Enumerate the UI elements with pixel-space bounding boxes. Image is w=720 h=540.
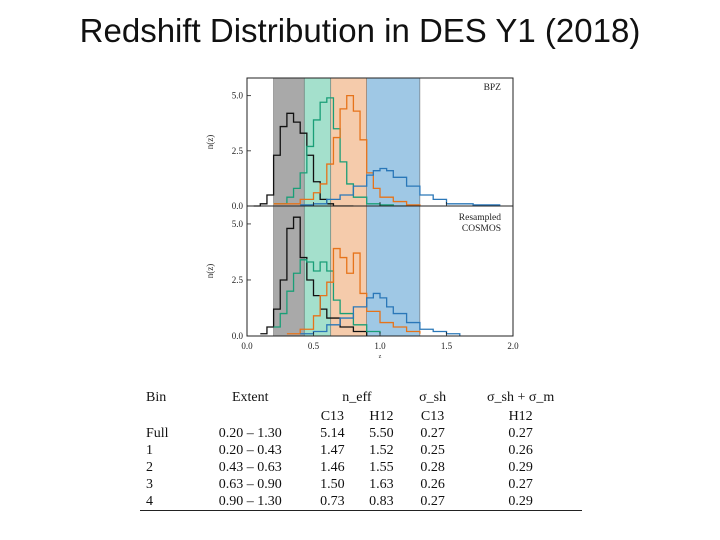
subheader-h12: H12 <box>369 408 394 424</box>
cell-sigma-c13: 0.28 <box>420 459 445 475</box>
series-line-bin-1 <box>253 112 354 207</box>
cell-neff-c13: 1.47 <box>320 442 345 458</box>
x-tick-label: 1.5 <box>441 341 453 351</box>
table-row: 3 0.63 – 0.90 1.50 1.63 0.26 0.27 <box>140 476 582 493</box>
header-sigma-sh: σ_sh <box>419 390 447 405</box>
header-neff: n_eff <box>342 390 372 405</box>
cell-bin: 3 <box>146 476 153 492</box>
bin-band-3 <box>330 206 367 336</box>
bin-band-1 <box>273 78 305 206</box>
cell-sigma-h12: 0.27 <box>508 476 533 492</box>
y-tick-label: 2.5 <box>232 146 244 156</box>
x-axis-label: z <box>379 354 382 360</box>
cell-extent: 0.20 – 0.43 <box>218 442 282 458</box>
cell-bin: 2 <box>146 459 153 475</box>
y-tick-label: 0.0 <box>232 331 244 341</box>
slide-title: Redshift Distribution in DES Y1 (2018) <box>79 12 641 49</box>
subheader-empty <box>140 408 193 425</box>
cell-sigma-c13: 0.25 <box>420 442 445 458</box>
cell-bin: 4 <box>140 493 193 511</box>
x-tick-label: 1.0 <box>374 341 386 351</box>
cell-neff-c13: 0.73 <box>307 493 357 511</box>
y-axis-label: n(z) <box>205 135 215 150</box>
x-tick-label: 2.0 <box>507 341 519 351</box>
bin-band-4 <box>366 78 420 206</box>
y-axis-label: n(z) <box>205 264 215 279</box>
cell-neff-h12: 1.52 <box>369 442 394 458</box>
table-header-row: Bin Extent n_eff σ_sh σ_sh + σ_m <box>140 388 582 408</box>
series-line-bin-3 <box>273 95 421 206</box>
subheader-h12: H12 <box>508 408 533 424</box>
cell-neff-h12: 0.83 <box>356 493 406 511</box>
redshift-figure: 0.0 2.5 5.0 n(z) BPZ 0.0 2.5 5.0 0.0 0.5 1.0 1.5 2.… <box>205 77 519 360</box>
bin-band-3 <box>330 78 367 206</box>
table-row: 2 0.43 – 0.63 1.46 1.55 0.28 0.29 <box>140 459 582 476</box>
series-line-bin-2 <box>273 259 381 334</box>
cell-sigma-h12: 0.29 <box>459 493 582 511</box>
cell-sigma-c13: 0.27 <box>420 425 445 441</box>
y-tick-label: 0.0 <box>232 201 244 211</box>
cell-neff-h12: 1.63 <box>369 476 394 492</box>
cell-sigma-h12: 0.26 <box>508 442 533 458</box>
cell-extent: 0.43 – 0.63 <box>218 459 282 475</box>
subheader-c13: C13 <box>320 408 345 424</box>
neff-sigma-table: Bin Extent n_eff σ_sh σ_sh + σ_m C13 H12… <box>140 388 582 511</box>
cell-neff-h12: 1.55 <box>369 459 394 475</box>
y-tick-label: 5.0 <box>232 91 244 101</box>
table-row: Full 0.20 – 1.30 5.14 5.50 0.27 0.27 <box>140 425 582 442</box>
series-line-bin-2 <box>273 97 407 207</box>
table-subheader-row: C13 H12 C13 H12 <box>140 408 582 425</box>
bin-band-1 <box>273 206 305 336</box>
x-tick-label: 0.5 <box>308 341 320 351</box>
cell-extent: 0.63 – 0.90 <box>218 476 282 492</box>
cell-sigma-c13: 0.26 <box>420 476 445 492</box>
series-line-bin-4 <box>300 167 501 206</box>
cell-sigma-c13: 0.27 <box>405 493 460 511</box>
header-extent: Extent <box>231 390 269 405</box>
table-row: 1 0.20 – 0.43 1.47 1.52 0.25 0.26 <box>140 442 582 459</box>
panel-top-bpz: 0.0 2.5 5.0 n(z) BPZ <box>205 77 514 211</box>
series-line-bin-4 <box>300 292 461 336</box>
y-tick-label: 2.5 <box>232 275 244 285</box>
cell-bin: Full <box>146 425 169 441</box>
series-line-bin-3 <box>286 247 421 335</box>
cell-neff-h12: 5.50 <box>369 425 394 441</box>
cell-neff-c13: 1.50 <box>320 476 345 492</box>
table-row: 4 0.90 – 1.30 0.73 0.83 0.27 0.29 <box>140 493 582 511</box>
cell-extent: 0.90 – 1.30 <box>192 493 308 511</box>
y-tick-label: 5.0 <box>232 219 244 229</box>
cell-extent: 0.20 – 1.30 <box>218 425 282 441</box>
subheader-c13: C13 <box>420 408 445 424</box>
cell-bin: 1 <box>146 442 153 458</box>
x-tick-label: 0.0 <box>241 341 253 351</box>
bin-band-2 <box>304 78 331 206</box>
panel-label: COSMOS <box>462 224 501 234</box>
cell-neff-c13: 1.46 <box>320 459 345 475</box>
subheader-empty <box>193 408 308 425</box>
cell-sigma-h12: 0.29 <box>508 459 533 475</box>
panel-bottom-cosmos: 0.0 2.5 5.0 0.0 0.5 1.0 1.5 2.0 z n(z) ResampledCO… <box>205 205 519 360</box>
header-sigma-sh-plus-m: σ_sh + σ_m <box>486 390 555 405</box>
cell-sigma-h12: 0.27 <box>508 425 533 441</box>
panel-label: BPZ <box>484 83 502 93</box>
panel-label: Resampled <box>459 213 501 223</box>
bin-band-4 <box>366 206 420 336</box>
header-bin: Bin <box>146 390 167 405</box>
cell-neff-c13: 5.14 <box>320 425 345 441</box>
